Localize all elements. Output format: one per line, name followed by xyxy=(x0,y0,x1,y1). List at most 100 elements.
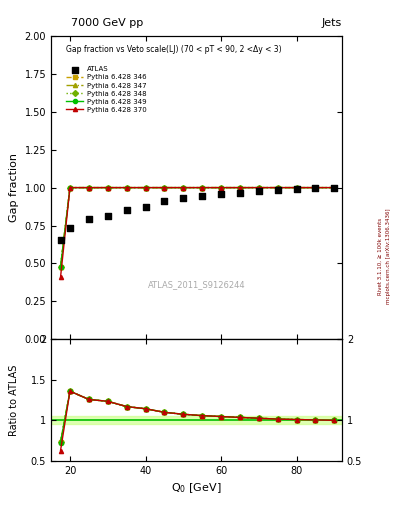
Text: ATLAS_2011_S9126244: ATLAS_2011_S9126244 xyxy=(148,280,245,289)
Pythia 6.428 348 xyxy=(219,184,223,190)
Text: 7000 GeV pp: 7000 GeV pp xyxy=(71,18,143,28)
Pythia 6.428 346 xyxy=(181,184,185,190)
Y-axis label: Ratio to ATLAS: Ratio to ATLAS xyxy=(9,365,19,436)
Pythia 6.428 349 xyxy=(294,184,299,190)
Pythia 6.428 346 xyxy=(58,264,63,270)
Pythia 6.428 347 xyxy=(86,184,91,190)
Pythia 6.428 347 xyxy=(332,184,337,190)
Pythia 6.428 349 xyxy=(275,184,280,190)
Pythia 6.428 370 xyxy=(313,184,318,190)
Pythia 6.428 349 xyxy=(313,184,318,190)
ATLAS xyxy=(237,189,243,197)
Pythia 6.428 347 xyxy=(162,184,167,190)
Pythia 6.428 348 xyxy=(200,184,204,190)
Pythia 6.428 370 xyxy=(105,184,110,190)
Pythia 6.428 349 xyxy=(238,184,242,190)
Pythia 6.428 347 xyxy=(68,184,72,190)
Pythia 6.428 348 xyxy=(68,184,72,190)
Pythia 6.428 346 xyxy=(332,184,337,190)
Pythia 6.428 346 xyxy=(219,184,223,190)
Pythia 6.428 370 xyxy=(275,184,280,190)
Pythia 6.428 349 xyxy=(162,184,167,190)
Pythia 6.428 347 xyxy=(124,184,129,190)
Pythia 6.428 370 xyxy=(181,184,185,190)
ATLAS xyxy=(180,194,186,202)
Pythia 6.428 349 xyxy=(124,184,129,190)
Pythia 6.428 346 xyxy=(294,184,299,190)
Legend: ATLAS, Pythia 6.428 346, Pythia 6.428 347, Pythia 6.428 348, Pythia 6.428 349, P: ATLAS, Pythia 6.428 346, Pythia 6.428 34… xyxy=(63,63,149,116)
Pythia 6.428 349 xyxy=(181,184,185,190)
Pythia 6.428 349 xyxy=(143,184,148,190)
Pythia 6.428 348 xyxy=(332,184,337,190)
Pythia 6.428 349 xyxy=(58,264,63,270)
ATLAS xyxy=(218,190,224,199)
Pythia 6.428 370 xyxy=(143,184,148,190)
Pythia 6.428 349 xyxy=(219,184,223,190)
Pythia 6.428 348 xyxy=(257,184,261,190)
ATLAS xyxy=(275,186,281,194)
Pythia 6.428 347 xyxy=(181,184,185,190)
Pythia 6.428 349 xyxy=(200,184,204,190)
Pythia 6.428 346 xyxy=(105,184,110,190)
Text: Rivet 3.1.10, ≥ 100k events: Rivet 3.1.10, ≥ 100k events xyxy=(378,218,383,294)
Pythia 6.428 346 xyxy=(162,184,167,190)
Pythia 6.428 346 xyxy=(86,184,91,190)
Text: Jets: Jets xyxy=(321,18,342,28)
X-axis label: Q$_0$ [GeV]: Q$_0$ [GeV] xyxy=(171,481,222,495)
Pythia 6.428 349 xyxy=(257,184,261,190)
Pythia 6.428 348 xyxy=(143,184,148,190)
Pythia 6.428 348 xyxy=(162,184,167,190)
Pythia 6.428 370 xyxy=(257,184,261,190)
Line: Pythia 6.428 348: Pythia 6.428 348 xyxy=(59,185,336,269)
Pythia 6.428 370 xyxy=(219,184,223,190)
Pythia 6.428 347 xyxy=(313,184,318,190)
Line: Pythia 6.428 347: Pythia 6.428 347 xyxy=(59,185,336,269)
Pythia 6.428 348 xyxy=(238,184,242,190)
Text: Gap fraction vs Veto scale(LJ) (70 < pT < 90, 2 <Δy < 3): Gap fraction vs Veto scale(LJ) (70 < pT … xyxy=(66,45,281,54)
Pythia 6.428 370 xyxy=(332,184,337,190)
Pythia 6.428 347 xyxy=(143,184,148,190)
Pythia 6.428 370 xyxy=(238,184,242,190)
ATLAS xyxy=(67,224,73,232)
Pythia 6.428 347 xyxy=(238,184,242,190)
Pythia 6.428 348 xyxy=(275,184,280,190)
ATLAS xyxy=(312,184,319,193)
Pythia 6.428 348 xyxy=(105,184,110,190)
ATLAS xyxy=(294,185,300,193)
Pythia 6.428 348 xyxy=(313,184,318,190)
Pythia 6.428 370 xyxy=(86,184,91,190)
Pythia 6.428 347 xyxy=(257,184,261,190)
Pythia 6.428 348 xyxy=(124,184,129,190)
Line: Pythia 6.428 370: Pythia 6.428 370 xyxy=(59,185,336,279)
Pythia 6.428 346 xyxy=(200,184,204,190)
Pythia 6.428 370 xyxy=(58,274,63,280)
Pythia 6.428 370 xyxy=(68,184,72,190)
ATLAS xyxy=(57,236,64,244)
Y-axis label: Gap fraction: Gap fraction xyxy=(9,153,19,222)
Pythia 6.428 346 xyxy=(257,184,261,190)
ATLAS xyxy=(105,212,111,221)
Pythia 6.428 346 xyxy=(124,184,129,190)
Pythia 6.428 347 xyxy=(105,184,110,190)
Pythia 6.428 347 xyxy=(275,184,280,190)
Bar xyxy=(51,416,342,424)
Pythia 6.428 347 xyxy=(200,184,204,190)
Pythia 6.428 370 xyxy=(294,184,299,190)
ATLAS xyxy=(161,197,167,205)
ATLAS xyxy=(199,192,205,200)
Pythia 6.428 346 xyxy=(68,184,72,190)
Pythia 6.428 349 xyxy=(105,184,110,190)
Pythia 6.428 349 xyxy=(68,184,72,190)
Pythia 6.428 348 xyxy=(294,184,299,190)
Pythia 6.428 346 xyxy=(275,184,280,190)
Pythia 6.428 349 xyxy=(86,184,91,190)
Pythia 6.428 349 xyxy=(332,184,337,190)
Pythia 6.428 370 xyxy=(162,184,167,190)
Pythia 6.428 346 xyxy=(238,184,242,190)
Pythia 6.428 348 xyxy=(181,184,185,190)
ATLAS xyxy=(123,205,130,214)
ATLAS xyxy=(142,202,149,210)
ATLAS xyxy=(256,187,262,196)
Pythia 6.428 347 xyxy=(219,184,223,190)
Line: Pythia 6.428 346: Pythia 6.428 346 xyxy=(59,185,336,269)
